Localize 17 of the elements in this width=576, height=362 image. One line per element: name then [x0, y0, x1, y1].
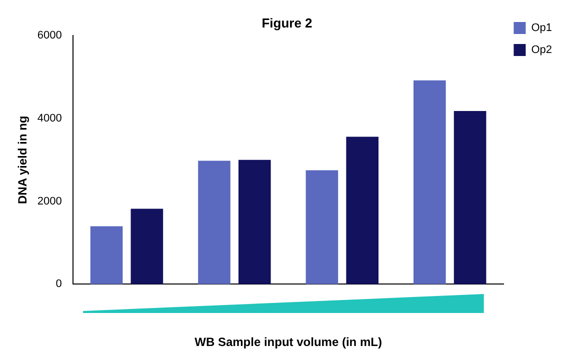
bar [346, 136, 378, 284]
bar [198, 160, 230, 284]
bar [238, 160, 271, 284]
bar [130, 208, 164, 284]
y-tick-label: 6000 [37, 30, 62, 42]
y-tick-label: 4000 [37, 112, 62, 124]
bar [414, 80, 446, 284]
legend-label: Op1 [531, 22, 552, 34]
y-tick-label: 0 [56, 278, 62, 290]
bar [90, 226, 123, 284]
x-axis-title: WB Sample input volume (in mL) [194, 335, 382, 350]
bar [454, 111, 486, 284]
legend-label: Op2 [531, 44, 552, 56]
bar [306, 170, 338, 284]
y-axis-title: DNA yield in ng [16, 116, 30, 204]
chart-title: Figure 2 [262, 15, 312, 30]
y-tick-label: 2000 [37, 195, 62, 208]
